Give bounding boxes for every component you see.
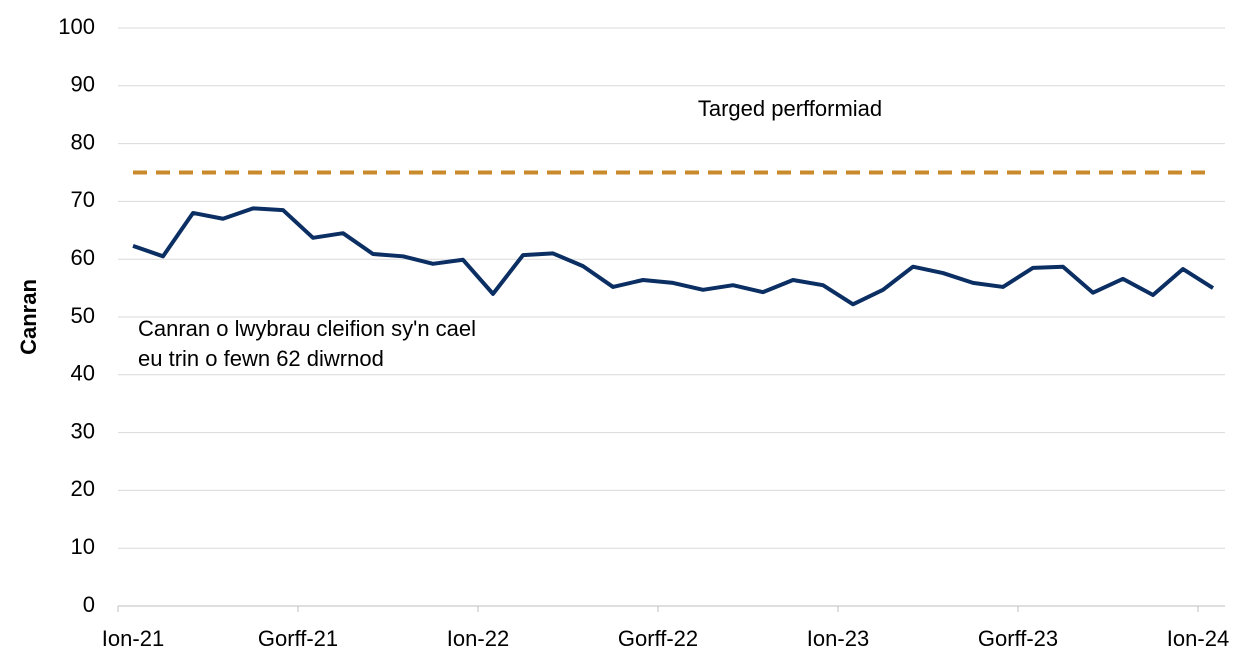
y-tick-label: 40 <box>71 361 95 386</box>
x-tick-label: Gorff-21 <box>258 626 338 651</box>
y-tick-label: 10 <box>71 534 95 559</box>
y-tick-label: 60 <box>71 245 95 270</box>
annotation: Canran o lwybrau cleifion sy'n cael <box>138 316 476 341</box>
x-tick-label: Ion-21 <box>102 626 164 651</box>
data-line <box>132 206 1215 307</box>
y-tick-label: 100 <box>58 14 95 39</box>
y-tick-label: 0 <box>83 592 95 617</box>
annotation: eu trin o fewn 62 diwrnod <box>138 346 384 371</box>
y-tick-label: 70 <box>71 187 95 212</box>
annotation: Targed perfformiad <box>698 96 882 121</box>
x-tick-label: Gorff-23 <box>978 626 1058 651</box>
y-tick-label: 20 <box>71 476 95 501</box>
x-tick-label: Gorff-22 <box>618 626 698 651</box>
x-tick-label: Ion-22 <box>447 626 509 651</box>
x-tick-label: Ion-24 <box>1167 626 1229 651</box>
y-tick-label: 30 <box>71 418 95 443</box>
y-tick-label: 80 <box>71 129 95 154</box>
y-axis-label: Canran <box>16 279 41 355</box>
x-tick-label: Ion-23 <box>807 626 869 651</box>
y-tick-label: 50 <box>71 303 95 328</box>
y-tick-label: 90 <box>71 72 95 97</box>
